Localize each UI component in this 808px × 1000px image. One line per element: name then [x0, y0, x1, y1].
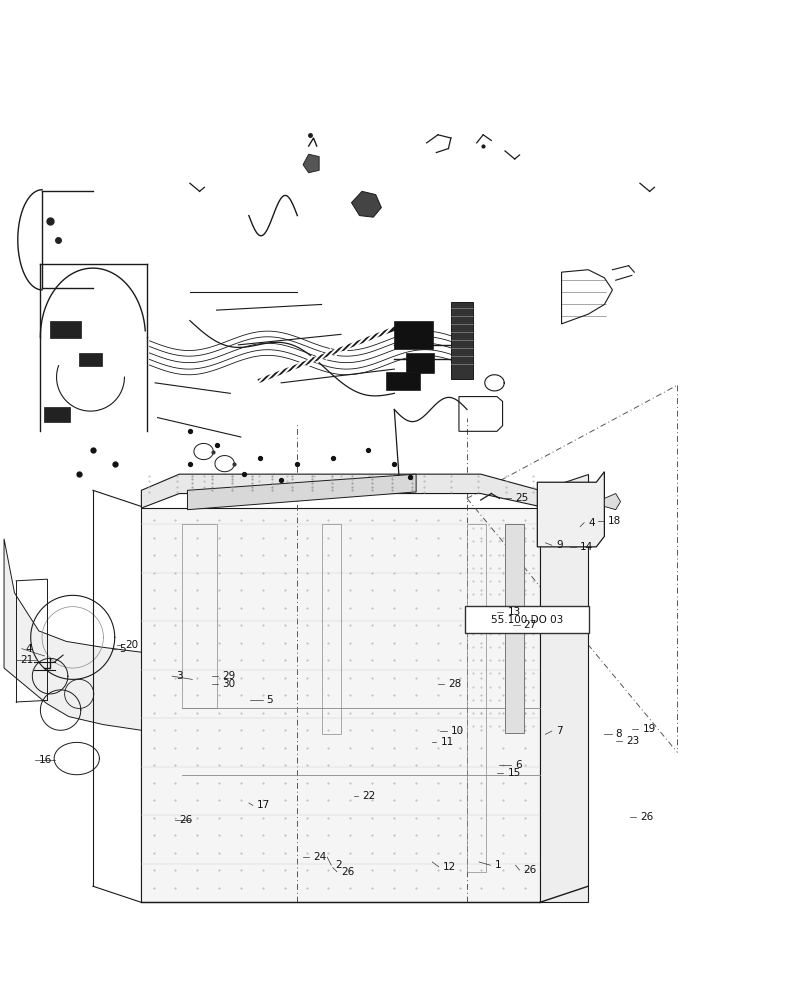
- Text: 1: 1: [494, 860, 501, 870]
- Text: 28: 28: [448, 679, 461, 689]
- FancyBboxPatch shape: [79, 353, 102, 366]
- Text: 27: 27: [524, 620, 537, 630]
- Text: 26: 26: [640, 812, 653, 822]
- Text: 12: 12: [443, 862, 456, 872]
- Text: 2: 2: [335, 860, 342, 870]
- Text: 4: 4: [588, 518, 595, 528]
- Text: 11: 11: [440, 737, 453, 747]
- Text: 16: 16: [39, 755, 52, 765]
- Polygon shape: [540, 474, 588, 902]
- Polygon shape: [505, 524, 524, 733]
- Text: 26: 26: [524, 865, 537, 875]
- Text: 3: 3: [176, 671, 183, 681]
- Polygon shape: [351, 191, 381, 217]
- Text: 13: 13: [507, 607, 520, 617]
- FancyBboxPatch shape: [394, 321, 433, 349]
- Polygon shape: [537, 472, 604, 547]
- Text: 14: 14: [580, 542, 593, 552]
- Text: 15: 15: [507, 768, 520, 778]
- FancyBboxPatch shape: [386, 372, 420, 390]
- FancyBboxPatch shape: [406, 353, 434, 373]
- Polygon shape: [141, 474, 540, 508]
- Text: 29: 29: [222, 671, 235, 681]
- Polygon shape: [303, 154, 319, 173]
- Text: 24: 24: [314, 852, 326, 862]
- Polygon shape: [187, 474, 416, 510]
- Text: 6: 6: [516, 760, 522, 770]
- Text: 22: 22: [362, 791, 375, 801]
- Text: 23: 23: [626, 736, 639, 746]
- Polygon shape: [4, 539, 244, 733]
- Text: 30: 30: [222, 679, 235, 689]
- Text: 55.100.DO 03: 55.100.DO 03: [490, 615, 563, 625]
- FancyBboxPatch shape: [50, 321, 81, 338]
- Text: 26: 26: [179, 815, 192, 825]
- Polygon shape: [604, 494, 621, 510]
- Text: 18: 18: [608, 516, 621, 526]
- Text: 10: 10: [451, 726, 464, 736]
- Polygon shape: [141, 508, 540, 902]
- Text: 21: 21: [20, 655, 33, 665]
- Polygon shape: [187, 516, 467, 902]
- Text: 5: 5: [267, 695, 273, 705]
- Text: 26: 26: [341, 867, 354, 877]
- Text: 5: 5: [120, 644, 126, 654]
- FancyBboxPatch shape: [465, 606, 589, 633]
- Text: 20: 20: [125, 640, 138, 650]
- Text: 17: 17: [257, 800, 270, 810]
- Text: 8: 8: [616, 729, 622, 739]
- Polygon shape: [141, 536, 338, 900]
- Text: 7: 7: [556, 726, 562, 736]
- Text: 9: 9: [556, 540, 562, 550]
- FancyBboxPatch shape: [451, 302, 473, 379]
- Text: 25: 25: [516, 493, 528, 503]
- Text: 19: 19: [642, 724, 655, 734]
- FancyBboxPatch shape: [44, 407, 70, 422]
- Text: 4: 4: [26, 644, 32, 654]
